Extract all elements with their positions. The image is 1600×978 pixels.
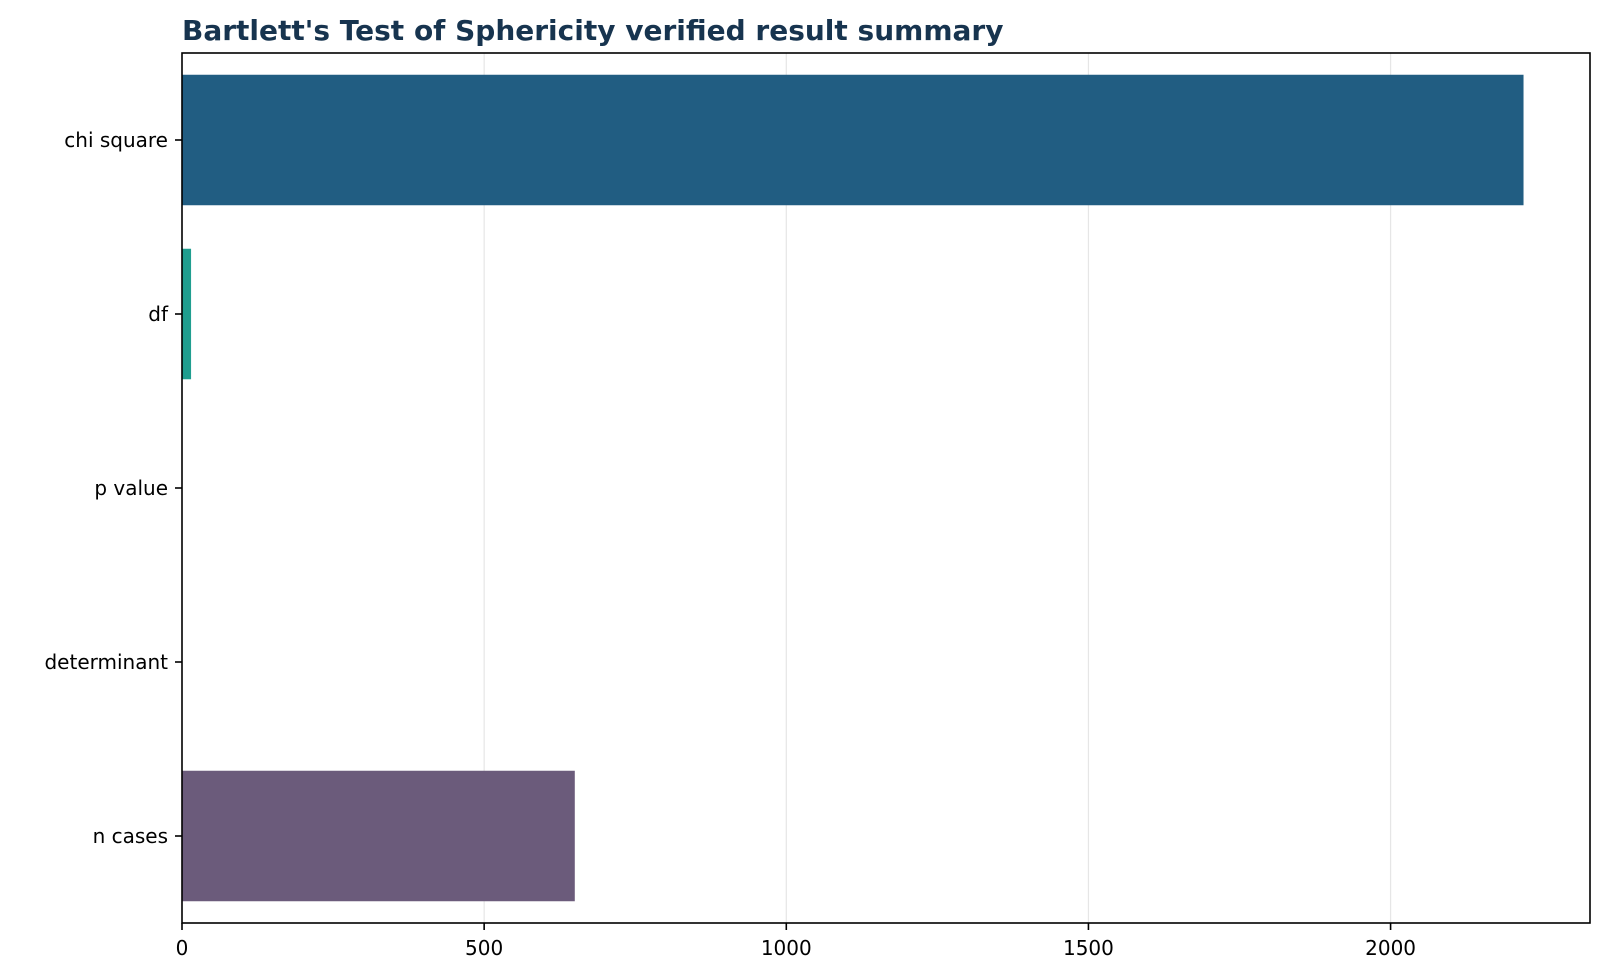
x-tick-label: 0	[176, 936, 189, 960]
chart-title: Bartlett's Test of Sphericity verified r…	[182, 14, 1003, 47]
x-tick-label: 2000	[1365, 936, 1416, 960]
y-tick-label-n-cases: n cases	[93, 824, 168, 848]
x-tick-label: 1000	[761, 936, 812, 960]
bar-df	[182, 248, 192, 380]
y-tick-label-df: df	[148, 302, 169, 326]
bars-layer	[182, 74, 1524, 902]
ticks-layer: 0 500 1000 1500 2000 chi square df p value deter…	[44, 128, 1416, 960]
x-tick-label: 500	[465, 936, 503, 960]
y-tick-label-chi-square: chi square	[64, 128, 168, 152]
y-tick-label-determinant: determinant	[44, 650, 168, 674]
y-tick-label-p-value: p value	[94, 476, 168, 500]
x-tick-label: 1500	[1063, 936, 1114, 960]
bar-chi-square	[182, 74, 1524, 206]
bar-n-cases	[182, 770, 575, 902]
